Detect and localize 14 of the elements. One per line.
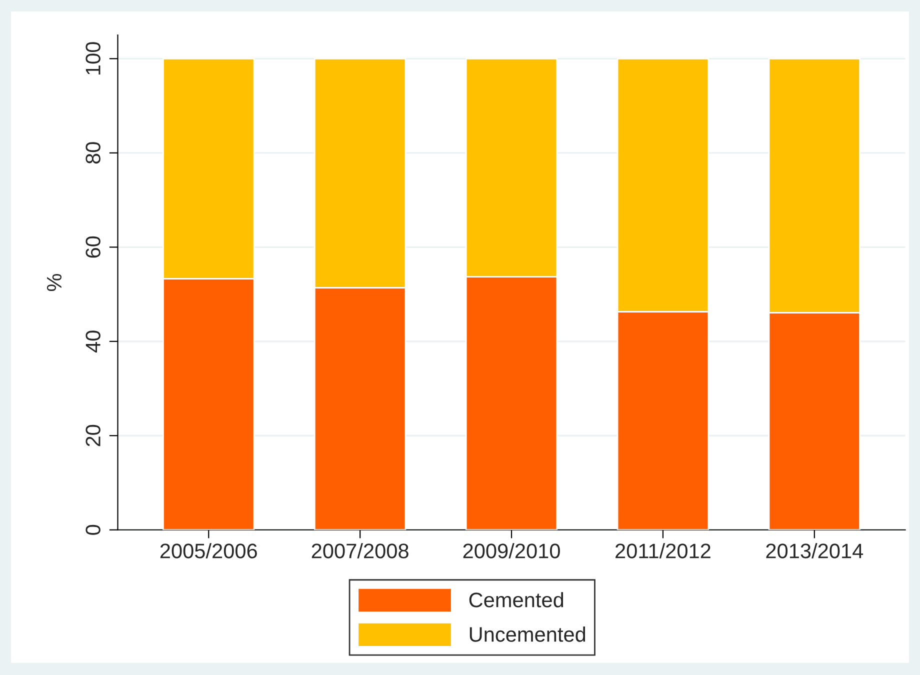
x-tick-label: 2013/2014 <box>766 543 864 558</box>
y-tick-label: 40 <box>86 330 100 352</box>
x-tick-label: 2009/2010 <box>463 543 560 558</box>
x-tick-label: 2007/2008 <box>312 543 408 558</box>
y-tick-label: 100 <box>86 42 100 74</box>
y-tick-label: 20 <box>86 424 100 446</box>
y-tick-label: 80 <box>86 142 100 164</box>
x-tick-label: 2005/2006 <box>160 543 257 558</box>
y-tick-label: 0 <box>86 524 100 535</box>
x-tick-label: 2011/2012 <box>616 543 710 558</box>
y-axis-title: % <box>46 274 62 292</box>
legend-label: Cemented <box>469 592 564 608</box>
y-tick-label: 60 <box>86 236 100 258</box>
legend-label: Uncemented <box>470 626 586 642</box>
